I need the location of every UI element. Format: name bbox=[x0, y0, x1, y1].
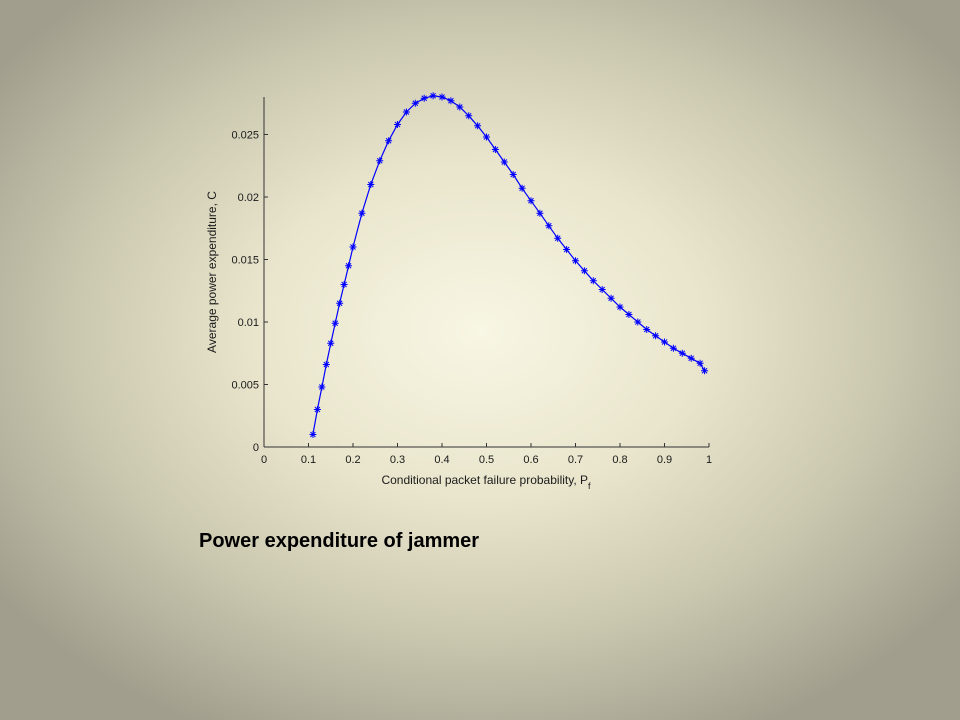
x-tick-label: 0.3 bbox=[390, 454, 405, 466]
data-point bbox=[536, 209, 544, 217]
data-point bbox=[598, 286, 606, 293]
data-point bbox=[318, 383, 326, 391]
data-point bbox=[429, 92, 437, 100]
data-point bbox=[616, 303, 624, 311]
data-point bbox=[474, 122, 482, 130]
x-tick-label: 1 bbox=[706, 454, 712, 466]
data-point bbox=[652, 332, 660, 340]
y-tick-label: 0.015 bbox=[231, 255, 259, 267]
data-point bbox=[696, 359, 704, 367]
data-point bbox=[491, 146, 499, 153]
data-point bbox=[358, 209, 366, 217]
y-tick-label: 0 bbox=[253, 442, 259, 454]
data-point bbox=[607, 294, 615, 302]
data-point bbox=[572, 257, 579, 265]
data-point bbox=[589, 277, 597, 285]
x-tick-label: 0.9 bbox=[657, 454, 672, 466]
data-point bbox=[634, 318, 642, 326]
x-tick-label: 0.2 bbox=[345, 454, 360, 466]
data-point bbox=[678, 349, 686, 357]
data-point bbox=[465, 112, 473, 120]
y-tick-label: 0.02 bbox=[238, 192, 259, 204]
data-point bbox=[411, 99, 419, 107]
data-point bbox=[509, 171, 517, 178]
x-tick-label: 0.7 bbox=[568, 454, 583, 466]
y-tick-label: 0.01 bbox=[238, 317, 259, 329]
data-point bbox=[309, 431, 317, 438]
x-axis-label: Conditional packet failure probability, … bbox=[381, 473, 591, 491]
data-point bbox=[336, 299, 344, 307]
data-point bbox=[345, 262, 353, 270]
data-point bbox=[340, 281, 348, 288]
x-tick-label: 0.1 bbox=[301, 454, 316, 466]
series-line bbox=[312, 95, 706, 435]
data-point bbox=[669, 344, 677, 352]
data-point bbox=[420, 94, 428, 102]
figure-caption: Power expenditure of jammer bbox=[199, 530, 480, 552]
data-point bbox=[367, 181, 375, 188]
data-point bbox=[687, 354, 695, 362]
data-point bbox=[483, 133, 490, 141]
x-tick-label: 0.4 bbox=[434, 454, 449, 466]
data-point bbox=[349, 243, 357, 251]
data-point bbox=[518, 184, 526, 192]
data-point bbox=[438, 93, 446, 101]
y-tick-label: 0.025 bbox=[231, 130, 259, 142]
data-point bbox=[527, 197, 535, 205]
x-tick-label: 0 bbox=[261, 454, 267, 466]
data-point bbox=[327, 339, 335, 347]
data-point bbox=[500, 158, 508, 166]
data-point bbox=[563, 246, 571, 253]
data-point bbox=[331, 319, 339, 327]
data-point bbox=[385, 137, 393, 145]
data-point bbox=[456, 103, 464, 111]
x-tick-label: 0.5 bbox=[479, 454, 494, 466]
data-point bbox=[625, 311, 633, 318]
data-point bbox=[313, 406, 321, 413]
data-point bbox=[402, 108, 410, 116]
y-axis-label: Average power expenditure, C bbox=[205, 191, 219, 353]
y-tick-label: 0.005 bbox=[231, 380, 259, 392]
data-point bbox=[545, 222, 553, 230]
x-tick-label: 0.8 bbox=[612, 454, 627, 466]
data-point bbox=[322, 361, 330, 368]
data-point bbox=[447, 97, 455, 105]
data-point bbox=[394, 121, 401, 128]
data-point bbox=[643, 326, 651, 333]
data-point bbox=[376, 157, 384, 165]
x-tick-label: 0.6 bbox=[523, 454, 538, 466]
plot-area: 0 0.1 0.2 0.3 0.4 0.5 0.6 0.7 0.8 0.9 1 0 0.005 0.01 0… bbox=[231, 92, 712, 466]
data-point bbox=[554, 234, 562, 242]
data-point bbox=[701, 367, 709, 375]
data-point bbox=[580, 267, 588, 275]
data-point bbox=[661, 338, 668, 346]
